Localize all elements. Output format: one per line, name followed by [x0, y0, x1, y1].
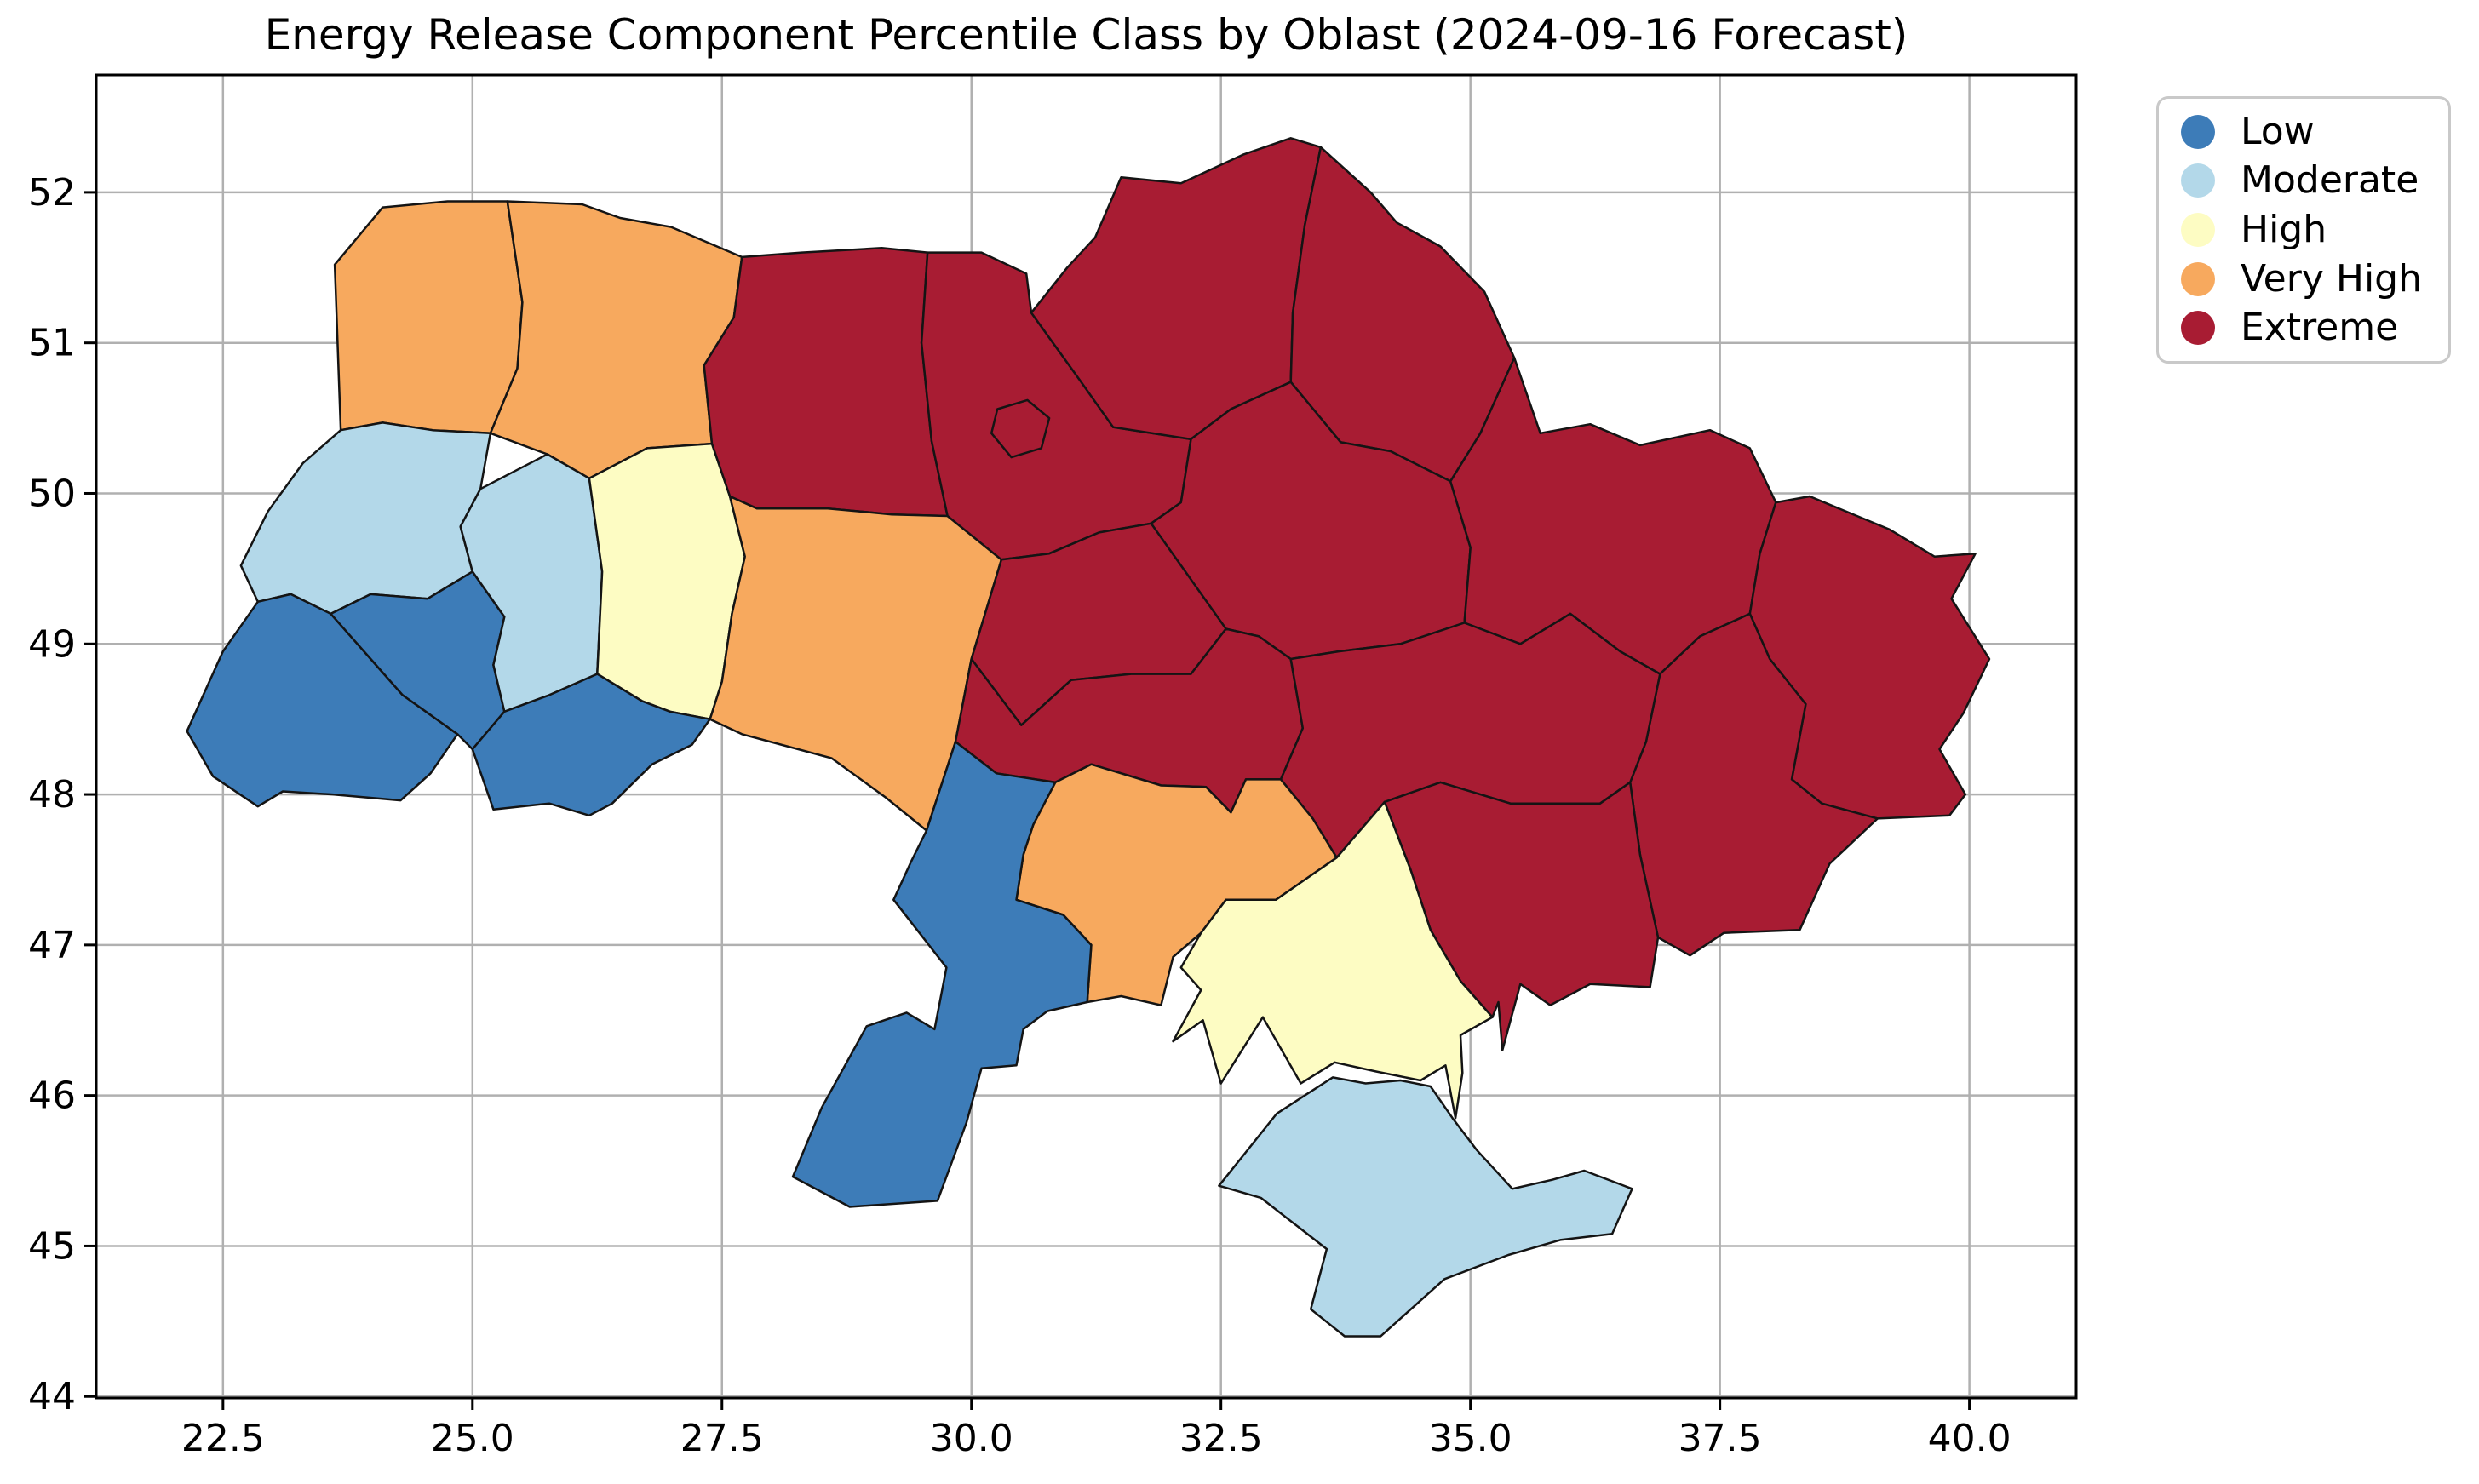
legend-item-very-high: Very High — [2181, 256, 2448, 301]
region-zhytomyr — [703, 247, 949, 518]
tick-label-y-45: 45 — [28, 1224, 76, 1268]
tick-label-x-22.5: 22.5 — [181, 1417, 265, 1460]
tick-label-y-46: 46 — [28, 1074, 76, 1118]
tick-label-y-47: 47 — [28, 924, 76, 967]
legend-item-high: High — [2181, 207, 2448, 251]
tick-label-y-51: 51 — [28, 322, 76, 365]
tick-label-x-40: 40.0 — [1928, 1417, 2011, 1460]
legend-label-very-high: Very High — [2241, 256, 2422, 301]
region-chernivtsi — [471, 673, 711, 817]
region-odesa — [791, 740, 1093, 1208]
legend-label-moderate: Moderate — [2241, 158, 2419, 203]
legend-item-moderate: Moderate — [2181, 162, 2448, 199]
legend-label-extreme: Extreme — [2241, 306, 2399, 350]
legend-item-extreme: Extreme — [2181, 309, 2448, 347]
legend-marker-circle-very-high — [2181, 261, 2215, 296]
legend: Low Moderate High Very High Extreme — [2156, 96, 2451, 364]
region-kyiv-city — [990, 398, 1051, 459]
region-kherson — [1172, 800, 1494, 1120]
chart-title: Energy Release Component Percentile Clas… — [264, 10, 1908, 60]
legend-marker-circle-high — [2181, 212, 2215, 247]
legend-marker-circle-moderate — [2181, 163, 2215, 198]
tick-label-x-25: 25.0 — [431, 1417, 514, 1460]
region-crimea — [1218, 1076, 1633, 1338]
axes-spines — [95, 73, 2078, 1400]
legend-label-low: Low — [2241, 109, 2315, 153]
tick-label-x-32.5: 32.5 — [1179, 1417, 1263, 1460]
legend-marker-circle-extreme — [2181, 311, 2215, 346]
legend-marker-circle-low — [2181, 114, 2215, 149]
tick-label-y-48: 48 — [28, 773, 76, 816]
tick-label-y-49: 49 — [28, 622, 76, 666]
region-vinnytsia — [709, 495, 1003, 832]
legend-label-high: High — [2241, 207, 2327, 251]
tick-label-x-37.5: 37.5 — [1678, 1417, 1762, 1460]
tick-label-y-50: 50 — [28, 472, 76, 515]
tick-label-y-52: 52 — [28, 171, 76, 215]
region-rivne — [489, 200, 743, 480]
tick-label-x-35: 35.0 — [1429, 1417, 1512, 1460]
region-volyn — [333, 200, 524, 435]
tick-label-x-27.5: 27.5 — [680, 1417, 764, 1460]
tick-label-y-44: 44 — [28, 1375, 76, 1418]
tick-label-x-30: 30.0 — [930, 1417, 1013, 1460]
legend-item-low: Low — [2181, 109, 2448, 153]
